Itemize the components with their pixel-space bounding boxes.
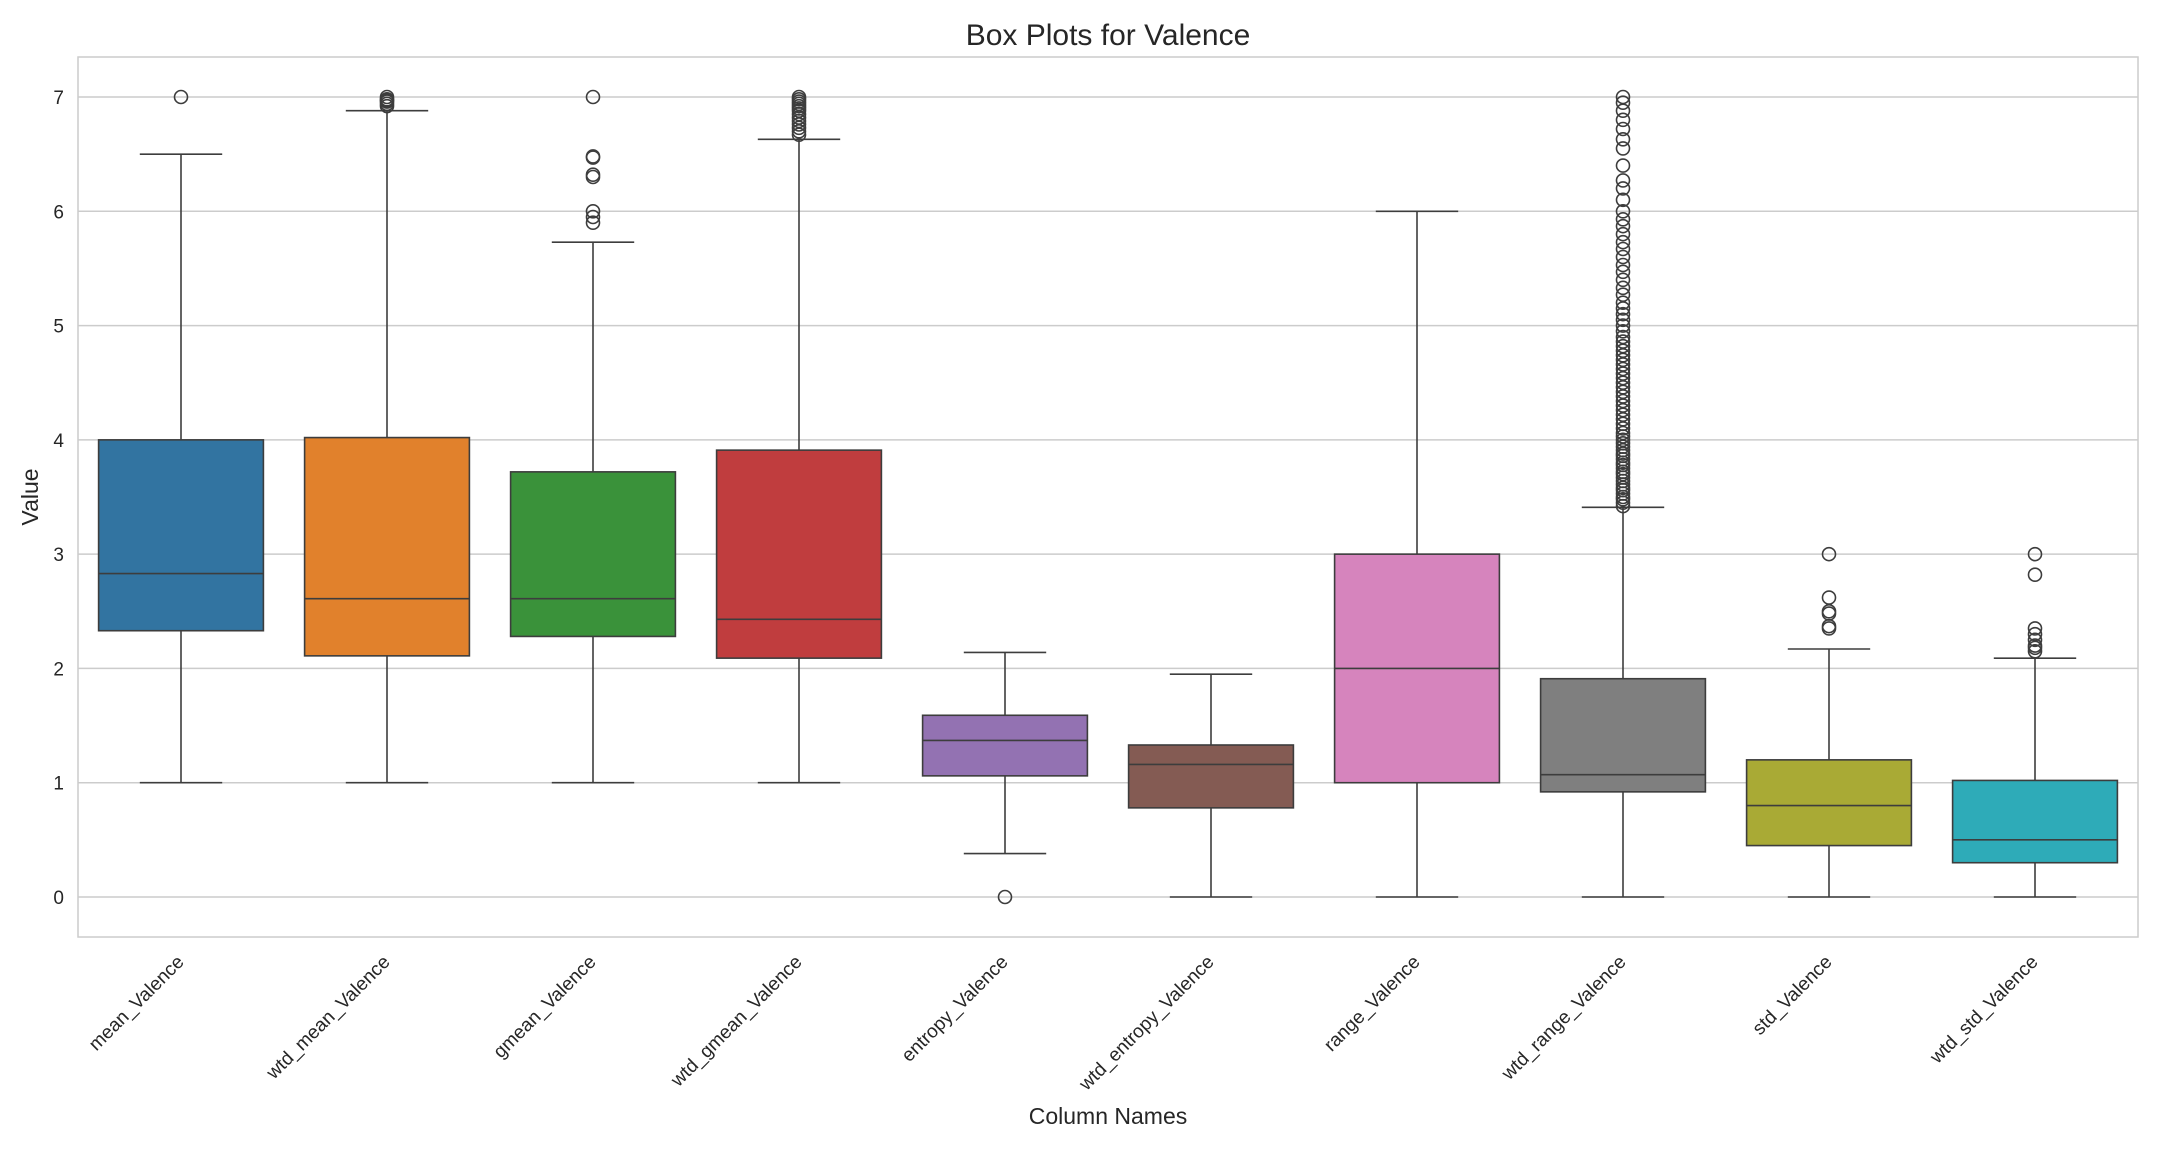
outlier-point bbox=[1615, 257, 1631, 273]
outlier-point bbox=[1615, 280, 1631, 296]
box-iqr bbox=[303, 436, 471, 657]
outlier-point bbox=[585, 167, 601, 183]
x-tick-label: wtd_gmean_Valence bbox=[666, 952, 806, 1092]
outlier-point bbox=[2027, 638, 2043, 653]
outlier-point bbox=[2027, 567, 2043, 583]
x-tick-label: range_Valence bbox=[1320, 952, 1424, 1056]
x-axis-title: Column Names bbox=[1029, 1103, 1188, 1129]
box-iqr bbox=[1951, 779, 2119, 864]
outlier-point bbox=[1615, 203, 1631, 219]
outlier-point bbox=[1615, 141, 1631, 156]
outlier-point bbox=[1615, 306, 1631, 322]
y-tick-label: 3 bbox=[53, 545, 64, 566]
outlier-point bbox=[1615, 338, 1631, 354]
y-tick-label: 6 bbox=[53, 202, 64, 223]
box-iqr bbox=[1539, 677, 1707, 793]
box-group bbox=[509, 89, 677, 784]
x-tick-label: std_Valence bbox=[1749, 952, 1837, 1040]
y-tick-label: 4 bbox=[53, 431, 64, 452]
x-tick-label: gmean_Valence bbox=[490, 952, 601, 1063]
outlier-point bbox=[379, 89, 395, 105]
box-group bbox=[1745, 546, 1913, 898]
y-tick-label: 7 bbox=[53, 88, 64, 109]
outlier-point bbox=[1615, 241, 1631, 257]
x-tick-label: entropy_Valence bbox=[898, 952, 1013, 1067]
outlier-point bbox=[585, 203, 601, 219]
x-tick-label: mean_Valence bbox=[85, 952, 188, 1055]
box-iqr bbox=[1127, 744, 1295, 809]
outlier-point bbox=[1615, 211, 1631, 227]
box-group bbox=[921, 651, 1089, 905]
x-tick-labels: mean_Valence wtd_mean_Valence gmean_Valenc… bbox=[85, 952, 2042, 1096]
outlier-point bbox=[1615, 95, 1631, 111]
y-tick-label: 1 bbox=[53, 774, 64, 795]
y-axis-title: Value bbox=[17, 468, 43, 525]
outlier-point bbox=[1615, 329, 1631, 345]
plot-frame bbox=[77, 56, 2139, 938]
box-group bbox=[303, 89, 471, 784]
outlier-point bbox=[1615, 226, 1631, 242]
outlier-point bbox=[1821, 590, 1837, 605]
outlier-point bbox=[1615, 181, 1631, 196]
outlier-point bbox=[585, 149, 601, 164]
outlier-point bbox=[2027, 621, 2043, 636]
outlier-point bbox=[1615, 318, 1631, 333]
box-group bbox=[1539, 89, 1707, 898]
outlier-point bbox=[997, 889, 1013, 905]
y-tick-label: 2 bbox=[53, 659, 64, 680]
box-iqr bbox=[715, 449, 883, 659]
outlier-point bbox=[2027, 643, 2043, 659]
x-tick-label: wtd_std_Valence bbox=[1926, 952, 2043, 1069]
outlier-point bbox=[1615, 264, 1631, 280]
outlier-point bbox=[585, 215, 601, 231]
outlier-point bbox=[173, 89, 189, 105]
outlier-point bbox=[1615, 112, 1631, 128]
outlier-point bbox=[1615, 121, 1631, 137]
box-iqr bbox=[509, 471, 677, 638]
x-tick-label: wtd_range_Valence bbox=[1497, 952, 1630, 1085]
box-group bbox=[715, 89, 883, 784]
outlier-point bbox=[1615, 435, 1631, 451]
chart-title: Box Plots for Valence bbox=[966, 19, 1251, 52]
outlier-point bbox=[2027, 632, 2043, 648]
outlier-point bbox=[2027, 626, 2043, 642]
boxes bbox=[97, 89, 2119, 905]
box-iqr bbox=[97, 439, 265, 632]
box-iqr bbox=[921, 714, 1089, 777]
box-iqr bbox=[1745, 759, 1913, 847]
x-tick-label: wtd_mean_Valence bbox=[262, 952, 395, 1085]
outlier-point bbox=[2027, 546, 2043, 562]
outlier-point bbox=[1615, 173, 1631, 188]
outlier-point bbox=[1615, 131, 1631, 147]
y-tick-label: 5 bbox=[53, 317, 64, 338]
outlier-point bbox=[1615, 158, 1631, 173]
outlier-point bbox=[1615, 89, 1631, 105]
outlier-point bbox=[1615, 192, 1631, 208]
box-group bbox=[1951, 546, 2119, 898]
outlier-point bbox=[1615, 323, 1631, 339]
outlier-point bbox=[585, 89, 601, 105]
outlier-point bbox=[791, 89, 807, 105]
outlier-point bbox=[1821, 546, 1837, 562]
box-group bbox=[1127, 673, 1295, 898]
outlier-point bbox=[1615, 249, 1631, 265]
outlier-point bbox=[1615, 287, 1631, 303]
outlier-point bbox=[1615, 295, 1631, 311]
outlier-point bbox=[1615, 312, 1631, 328]
outlier-point bbox=[1615, 234, 1631, 250]
box-group bbox=[1333, 210, 1501, 898]
outlier-point bbox=[1615, 218, 1631, 234]
y-tick-labels: 0 1 2 3 4 5 6 7 bbox=[53, 88, 64, 909]
y-tick-label: 0 bbox=[53, 888, 64, 909]
outlier-point bbox=[1615, 272, 1631, 288]
outlier-point bbox=[1615, 432, 1631, 448]
x-tick-label: wtd_entropy_Valence bbox=[1075, 952, 1219, 1096]
box-group bbox=[97, 89, 265, 784]
outlier-point bbox=[585, 209, 601, 225]
outlier-point bbox=[1615, 334, 1631, 349]
